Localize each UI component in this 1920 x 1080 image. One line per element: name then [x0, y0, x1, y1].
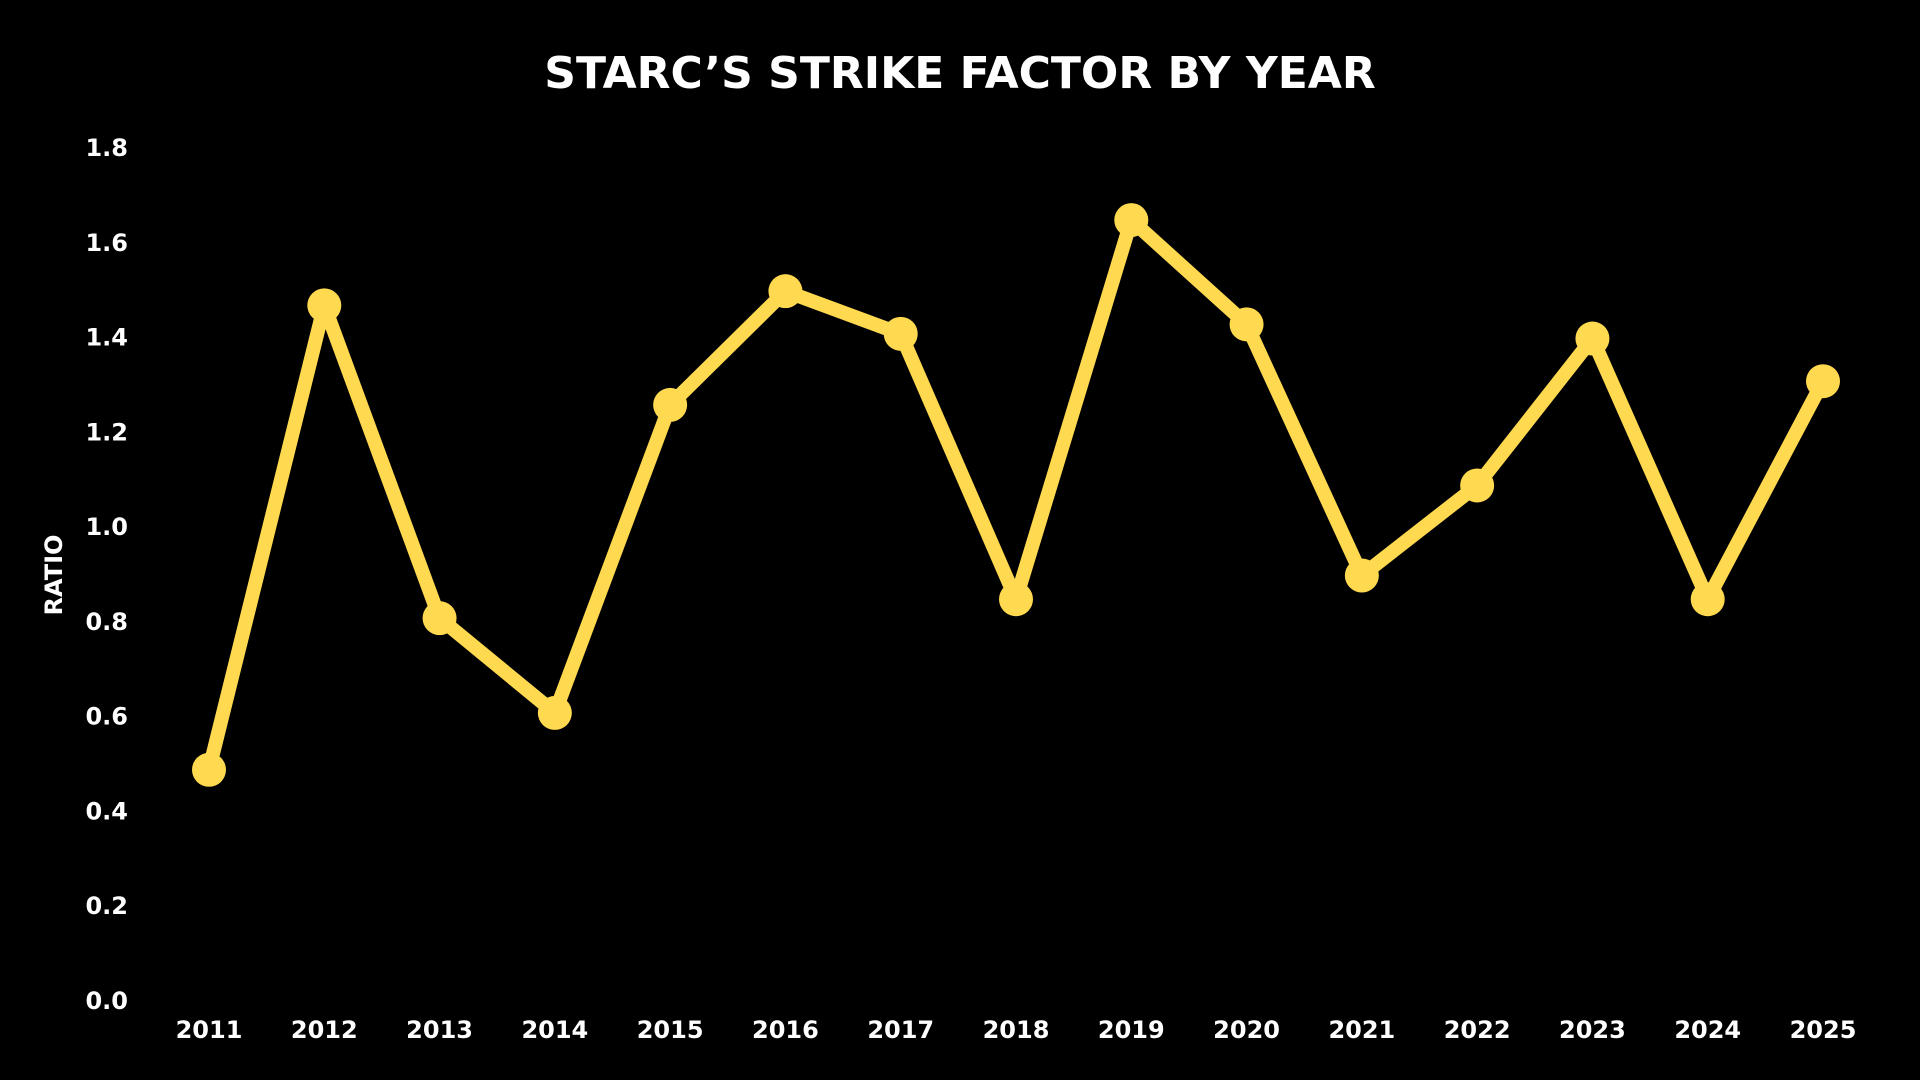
x-tick-label: 2023: [1559, 1016, 1626, 1044]
point: [192, 752, 226, 787]
x-tick-label: 2021: [1328, 1016, 1395, 1044]
x-tick-label: 2025: [1790, 1016, 1857, 1044]
point: [1806, 364, 1840, 399]
y-tick-label: 1.8: [85, 134, 128, 162]
x-tick-label: 2019: [1098, 1016, 1165, 1044]
point: [1344, 558, 1379, 593]
x-tick-label: 2018: [983, 1016, 1050, 1044]
x-tick-label: 2014: [521, 1016, 588, 1044]
x-tick-label: 2024: [1674, 1016, 1741, 1044]
y-axis-label: RATIO: [40, 535, 68, 616]
point: [1460, 468, 1495, 503]
x-tick-label: 2012: [291, 1016, 358, 1044]
point: [1690, 582, 1725, 617]
y-tick-label: 1.0: [85, 513, 128, 541]
y-tick-label: 1.4: [85, 324, 128, 352]
y-tick-label: 1.6: [85, 229, 128, 257]
x-tick-label: 2022: [1444, 1016, 1511, 1044]
y-tick-label: 0.0: [85, 987, 128, 1015]
y-tick-label: 0.2: [85, 892, 128, 920]
x-tick-label: 2016: [752, 1016, 819, 1044]
point: [307, 288, 342, 323]
y-tick-label: 0.4: [85, 797, 128, 825]
x-tick-label: 2013: [406, 1016, 473, 1044]
y-tick-label: 0.8: [85, 608, 128, 636]
point: [1575, 321, 1610, 356]
point: [422, 601, 457, 636]
point: [1114, 203, 1149, 238]
point: [768, 274, 803, 309]
point: [883, 316, 918, 351]
x-tick-label: 2017: [867, 1016, 934, 1044]
y-tick-label: 1.2: [85, 418, 128, 446]
point: [1229, 307, 1264, 342]
point: [999, 582, 1033, 617]
y-tick-label: 0.6: [85, 703, 128, 731]
x-tick-label: 2020: [1213, 1016, 1280, 1044]
point: [653, 387, 688, 422]
x-tick-label: 2011: [176, 1016, 243, 1044]
point: [537, 695, 572, 730]
x-tick-label: 2015: [637, 1016, 704, 1044]
chart-title: STARC’S STRIKE FACTOR BY YEAR: [544, 48, 1375, 99]
